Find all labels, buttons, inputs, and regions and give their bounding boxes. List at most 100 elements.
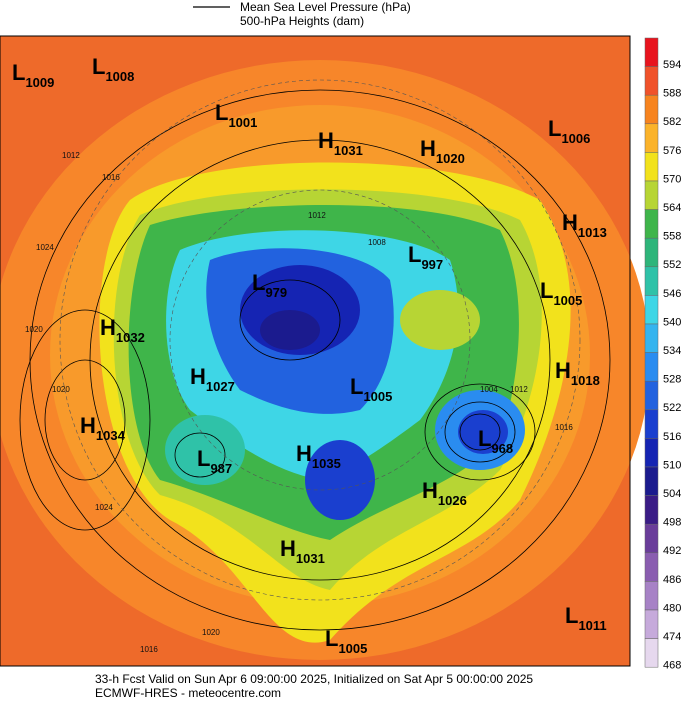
center-letter: L (252, 270, 265, 295)
pressure-center: L1005 (540, 278, 582, 308)
center-value: 1020 (436, 151, 465, 166)
isobar-label: 1024 (36, 243, 54, 252)
colorbar-label: 594 (663, 59, 681, 71)
colorbar-swatch (644, 152, 659, 182)
center-value: 987 (210, 461, 232, 476)
map-field (0, 36, 650, 666)
center-letter: L (92, 54, 105, 79)
isobar-labels: 1012 1016 1024 1020 1020 1024 1020 1016 1012 1008… (25, 151, 573, 654)
legend-label: 500-hPa Heights (dam) (240, 14, 364, 28)
colorbar-label: 588 (663, 88, 681, 100)
center-value: 1027 (206, 379, 235, 394)
pressure-center: L997 (408, 242, 443, 272)
center-value: 1013 (578, 225, 607, 240)
center-value: 1032 (116, 330, 145, 345)
center-letter: H (296, 441, 312, 466)
colorbar-swatch (644, 323, 659, 353)
isobar-label: 1012 (308, 211, 326, 220)
center-value: 1011 (578, 618, 606, 633)
colorbar-label: 480 (663, 602, 681, 614)
colorbar-label: 498 (663, 517, 681, 529)
pressure-center: H1031 (318, 128, 363, 158)
isobar-label: 1016 (102, 173, 120, 182)
pressure-center: H1027 (190, 364, 235, 394)
pressure-center: L1009 (12, 60, 54, 90)
colorbar-swatch (644, 37, 659, 67)
colorbar-label: 558 (663, 231, 681, 243)
pressure-center: H1032 (100, 315, 145, 345)
center-letter: L (325, 626, 338, 651)
center-letter: H (555, 358, 571, 383)
isobar-label: 1020 (52, 385, 70, 394)
isobar-label: 1016 (555, 423, 573, 432)
colorbar-swatch (644, 123, 659, 153)
colorbar-label: 504 (663, 488, 681, 500)
colorbar-swatch (644, 638, 659, 668)
colorbar-label: 570 (663, 173, 681, 185)
colorbar-swatch (644, 438, 659, 468)
colorbar-label: 468 (663, 660, 681, 672)
isobar-label: 1008 (368, 238, 386, 247)
colorbar-label: 474 (663, 631, 681, 643)
center-value: 1031 (334, 143, 363, 158)
colorbar-swatch (644, 552, 659, 582)
isobar-label: 1012 (510, 385, 528, 394)
pressure-center: L1001 (215, 100, 257, 130)
isobar-label: 1012 (62, 151, 80, 160)
center-letter: L (540, 278, 553, 303)
center-value: 1018 (571, 373, 600, 388)
colorbar-swatch (644, 466, 659, 496)
colorbar-swatch (644, 209, 659, 239)
pressure-center: L968 (478, 426, 513, 456)
pressure-center: L1006 (548, 116, 590, 146)
center-value: 1009 (25, 75, 54, 90)
colorbar-label: 546 (663, 288, 681, 300)
center-value: 968 (491, 441, 513, 456)
isobar-label: 1016 (140, 645, 158, 654)
center-letter: H (422, 478, 438, 503)
center-value: 1034 (96, 428, 126, 443)
colorbar-label: 564 (663, 202, 681, 214)
center-letter: L (565, 603, 578, 628)
colorbar-swatch (644, 266, 659, 296)
center-letter: H (280, 536, 296, 561)
center-letter: H (80, 413, 96, 438)
colorbar-swatch (644, 609, 659, 639)
pressure-center: H1020 (420, 136, 465, 166)
center-value: 1026 (438, 493, 467, 508)
center-letter: L (548, 116, 561, 141)
colorbar-swatch (644, 495, 659, 525)
center-letter: L (197, 446, 210, 471)
center-value: 1005 (363, 389, 392, 404)
center-letter: H (190, 364, 206, 389)
colorbar-swatch (644, 94, 659, 125)
colorbar-label: 486 (663, 574, 681, 586)
pressure-center: L1005 (350, 374, 392, 404)
center-letter: L (408, 242, 421, 267)
center-letter: L (350, 374, 363, 399)
legend-label: Mean Sea Level Pressure (hPa) (240, 0, 411, 14)
colorbar-label: 492 (663, 545, 681, 557)
center-letter: H (318, 128, 334, 153)
center-value: 1001 (228, 115, 257, 130)
colorbar-swatch (644, 180, 659, 210)
pressure-center: H1018 (555, 358, 600, 388)
center-letter: L (12, 60, 25, 85)
colorbar-label: 534 (663, 345, 681, 357)
map-frame (0, 35, 631, 667)
center-value: 1006 (561, 131, 590, 146)
center-value: 997 (421, 257, 443, 272)
colorbar: 594 588 582 576 570 564 558 552 546 540 534 528 522 5… (644, 37, 681, 672)
center-value: 1005 (553, 293, 582, 308)
colorbar-swatch (644, 523, 659, 554)
center-letter: L (478, 426, 491, 451)
colorbar-swatch (644, 409, 659, 439)
colorbar-swatch (644, 380, 659, 411)
pressure-center: H1031 (280, 536, 325, 566)
colorbar-swatch (644, 352, 659, 382)
pressure-center: L987 (197, 446, 232, 476)
colorbar-label: 528 (663, 374, 681, 386)
colorbar-label: 576 (663, 145, 681, 157)
pressure-center: H1013 (562, 210, 607, 240)
footer-text: ECMWF-HRES - meteocentre.com (95, 686, 281, 700)
